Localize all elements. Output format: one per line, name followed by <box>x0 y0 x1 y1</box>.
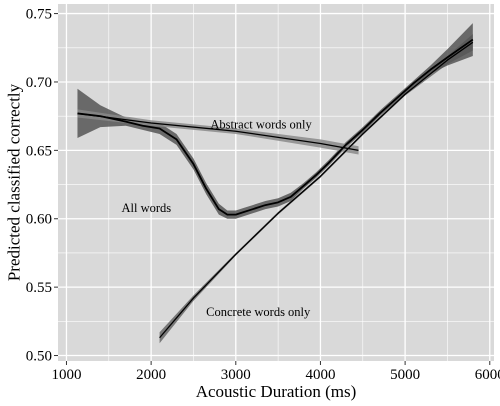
y-tick-label: 0.75 <box>26 7 52 23</box>
plot-background <box>58 4 494 361</box>
minor-gridlines <box>58 4 494 361</box>
y-tick-label: 0.55 <box>26 280 52 296</box>
x-axis-title: Acoustic Duration (ms) <box>196 382 357 401</box>
series-annotation: Concrete words only <box>206 305 311 319</box>
series-annotation: Abstract words only <box>210 117 312 131</box>
y-tick-label: 0.60 <box>26 212 52 228</box>
series-lines <box>77 38 474 339</box>
major-gridlines <box>58 4 494 361</box>
x-tick-label: 1000 <box>51 367 81 383</box>
y-tick-label: 0.65 <box>26 143 52 159</box>
series-line <box>77 112 359 151</box>
y-tick-label: 0.50 <box>26 349 52 365</box>
series-line <box>77 38 474 216</box>
confidence-band <box>77 109 359 155</box>
x-tick-label: 4000 <box>305 367 335 383</box>
y-axis-ticks: 0.50 0.55 0.60 0.65 0.70 0.75 <box>26 7 58 365</box>
x-tick-label: 2000 <box>136 367 166 383</box>
series-annotations: Abstract words only All words Concrete wor… <box>121 117 312 318</box>
series-annotation: All words <box>121 201 171 215</box>
y-tick-label: 0.70 <box>26 75 52 91</box>
x-tick-label: 5000 <box>390 367 420 383</box>
y-axis-title: Predicted classified correctly <box>5 83 24 281</box>
series-line <box>159 41 474 339</box>
x-tick-label: 3000 <box>221 367 251 383</box>
